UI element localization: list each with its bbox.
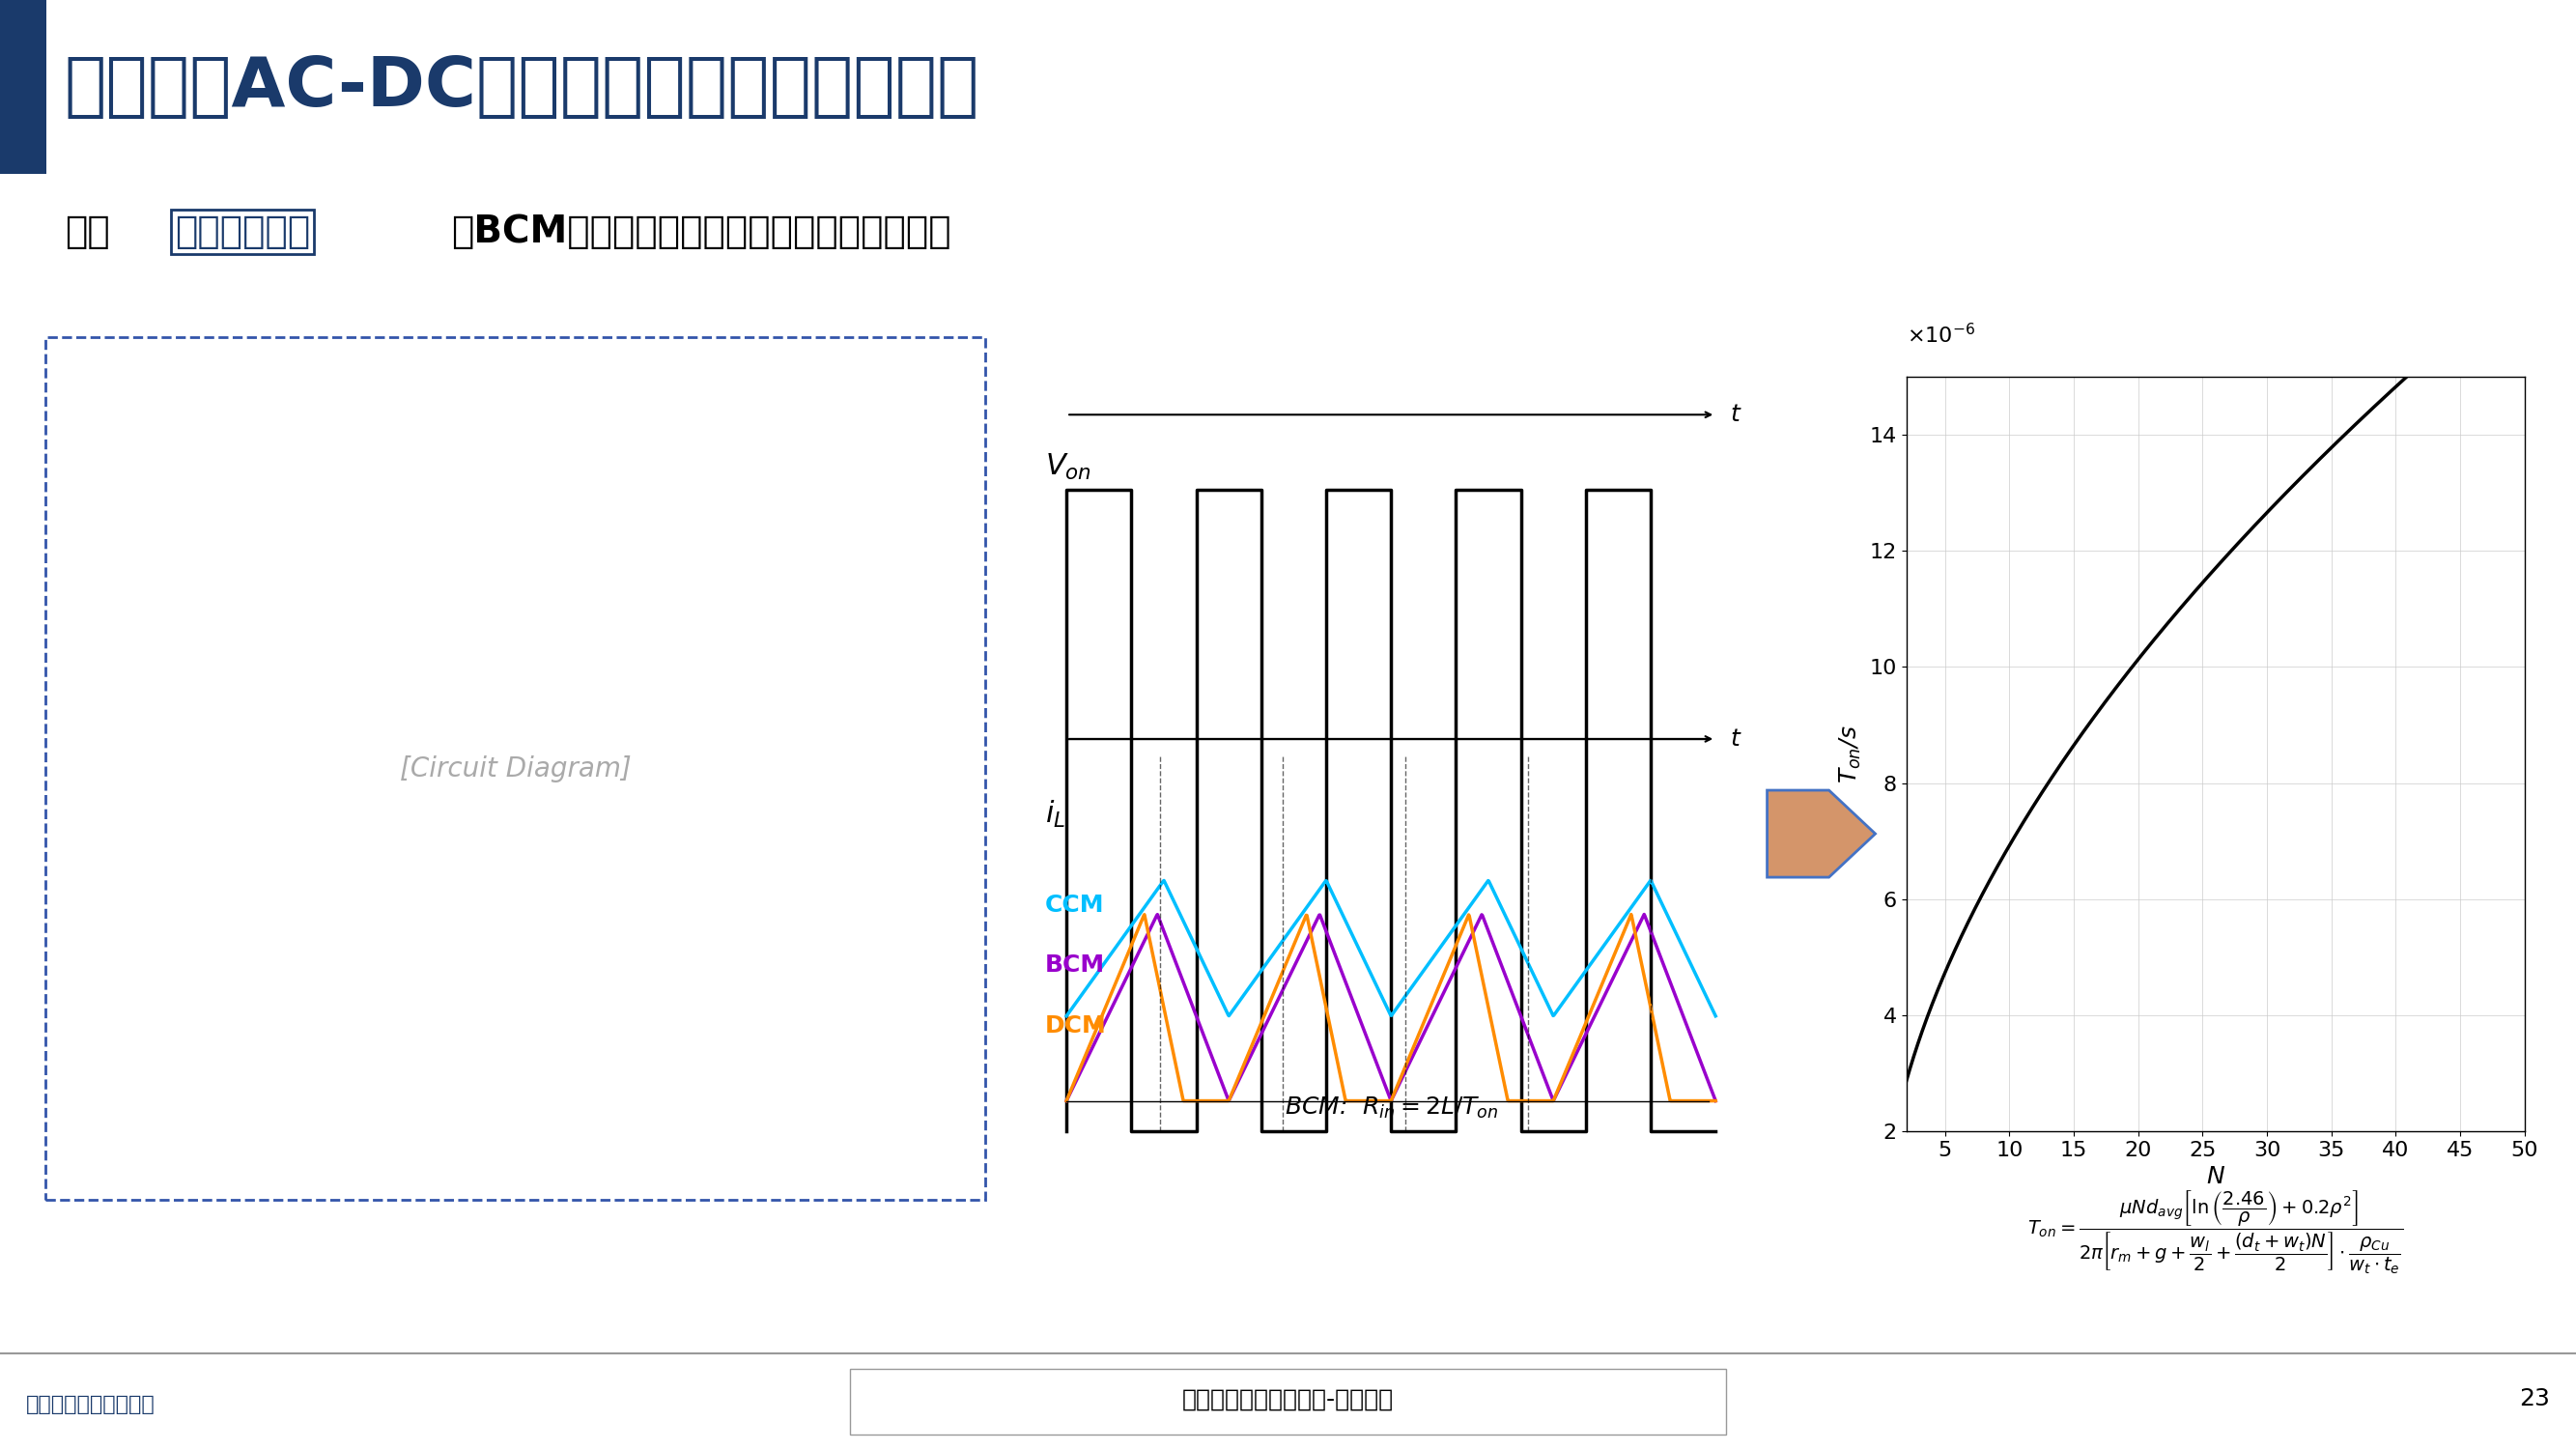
Text: 基于单级AC-DC变换器的自供电模块的设计: 基于单级AC-DC变换器的自供电模块的设计 xyxy=(64,54,979,120)
Text: 采用: 采用 xyxy=(64,213,111,251)
Y-axis label: $T_{on}$/s: $T_{on}$/s xyxy=(1837,725,1862,783)
FancyBboxPatch shape xyxy=(850,1369,1726,1436)
Text: BCM: BCM xyxy=(1046,954,1105,977)
Bar xyxy=(0,0,46,174)
Text: $i_L$: $i_L$ xyxy=(1046,799,1066,829)
Text: 《电工技术学报》发布: 《电工技术学报》发布 xyxy=(26,1395,155,1414)
Text: $V_{on}$: $V_{on}$ xyxy=(1046,452,1092,483)
Text: t: t xyxy=(1731,728,1739,751)
Text: t: t xyxy=(1731,403,1739,426)
X-axis label: N: N xyxy=(2205,1166,2226,1188)
Text: DCM: DCM xyxy=(1046,1014,1108,1037)
Text: BCM:  $R_{in} = 2L/T_{on}$: BCM: $R_{in} = 2L/T_{on}$ xyxy=(1285,1096,1497,1121)
FancyArrow shape xyxy=(1767,790,1875,877)
Text: （BCM），构建恒定输入阻抗，实现阻抗匹配: （BCM），构建恒定输入阻抗，实现阻抗匹配 xyxy=(451,213,951,251)
Text: [Circuit Diagram]: [Circuit Diagram] xyxy=(399,755,631,782)
Text: 临界导通模式: 临界导通模式 xyxy=(175,213,312,251)
Text: 基于能量收集的自供电-电源系统: 基于能量收集的自供电-电源系统 xyxy=(1182,1388,1394,1411)
Text: 23: 23 xyxy=(2519,1388,2550,1411)
Text: $\times 10^{-6}$: $\times 10^{-6}$ xyxy=(1906,322,1976,347)
Text: CCM: CCM xyxy=(1046,893,1105,916)
Text: $T_{on} = \dfrac{\mu N d_{avg}\left[\ln\left(\dfrac{2.46}{\rho}\right)+0.2\rho^2: $T_{on} = \dfrac{\mu N d_{avg}\left[\ln\… xyxy=(2027,1189,2403,1276)
FancyBboxPatch shape xyxy=(46,336,984,1201)
